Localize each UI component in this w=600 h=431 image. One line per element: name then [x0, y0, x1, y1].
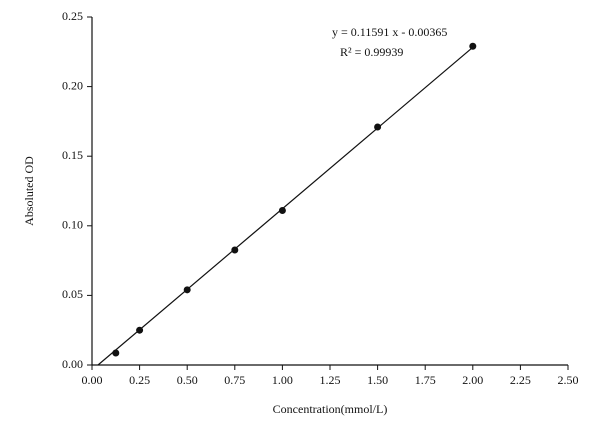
x-tick-label: 1.25: [320, 373, 341, 387]
x-tick-label: 0.25: [129, 373, 150, 387]
data-point: [374, 123, 382, 131]
x-tick-label: 1.75: [415, 373, 436, 387]
x-tick-label: 2.00: [462, 373, 483, 387]
y-tick-label: 0.10: [62, 218, 83, 232]
x-tick-label: 0.50: [177, 373, 198, 387]
y-tick-label: 0.20: [62, 78, 83, 92]
x-axis-label: Concentration(mmol/L): [273, 402, 388, 416]
data-point: [183, 286, 191, 294]
x-tick-label: 1.00: [272, 373, 293, 387]
x-tick-label: 2.50: [558, 373, 579, 387]
fit-line: [97, 46, 474, 366]
r-squared: R² = 0.99939: [340, 45, 403, 59]
data-point: [278, 206, 286, 214]
y-tick-label: 0.00: [62, 357, 83, 371]
x-tick-label: 0.75: [224, 373, 245, 387]
y-tick-label: 0.05: [62, 287, 83, 301]
y-axis-label: Absoluted OD: [22, 156, 36, 226]
data-point: [136, 326, 144, 334]
y-tick-label: 0.15: [62, 148, 83, 162]
x-tick-label: 2.25: [510, 373, 531, 387]
x-tick-label: 1.50: [367, 373, 388, 387]
x-tick-label: 0.00: [82, 373, 103, 387]
equation: y = 0.11591 x - 0.00365: [332, 25, 447, 39]
data-point: [112, 349, 120, 357]
data-point: [469, 42, 477, 50]
data-point: [231, 246, 239, 254]
y-tick-label: 0.25: [62, 9, 83, 23]
